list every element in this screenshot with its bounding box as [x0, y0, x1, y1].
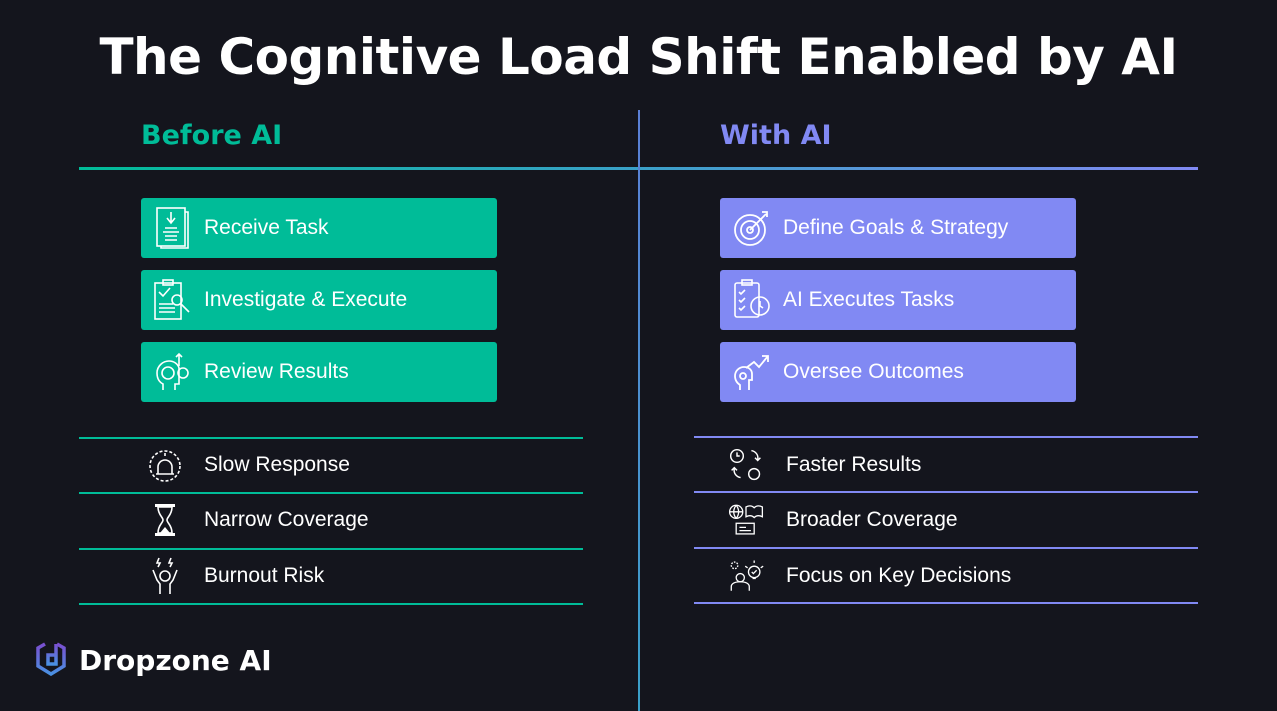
with-outcome-broader: Broader Coverage: [694, 492, 1198, 547]
with-step-ai-executes: AI Executes Tasks: [720, 270, 1076, 330]
dropzone-logo: Dropzone AI: [35, 640, 272, 681]
divider: [79, 492, 583, 494]
divider: [694, 491, 1198, 493]
step-label: Oversee Outcomes: [783, 360, 964, 383]
outcome-label: Burnout Risk: [204, 563, 325, 587]
before-heading: Before AI: [141, 120, 283, 151]
step-label: Define Goals & Strategy: [783, 216, 1009, 239]
divider: [79, 437, 583, 439]
checklist-clock-icon: [732, 278, 772, 322]
brain-gear-icon: [153, 350, 193, 394]
outcome-label: Narrow Coverage: [204, 507, 369, 531]
step-label: Receive Task: [204, 216, 329, 239]
clock-cycle-icon: [728, 445, 764, 485]
growth-mind-icon: [732, 350, 772, 394]
document-download-icon: [153, 206, 193, 250]
divider: [694, 547, 1198, 549]
outcome-label: Focus on Key Decisions: [786, 563, 1012, 587]
divider: [79, 548, 583, 550]
with-heading: With AI: [720, 120, 832, 151]
with-outcome-focus: Focus on Key Decisions: [694, 548, 1198, 603]
hourglass-icon: [147, 500, 183, 540]
divider: [79, 603, 583, 605]
stressed-person-icon: [147, 556, 183, 596]
step-label: Review Results: [204, 360, 349, 383]
column-divider: [638, 110, 640, 711]
before-outcome-narrow-coverage: Narrow Coverage: [79, 492, 583, 547]
outcome-label: Broader Coverage: [786, 507, 958, 531]
alarm-icon: [147, 445, 183, 485]
before-step-investigate: Investigate & Execute: [141, 270, 497, 330]
outcome-label: Slow Response: [204, 452, 350, 476]
logo-text: Dropzone AI: [79, 644, 272, 677]
divider: [694, 602, 1198, 604]
page-title: The Cognitive Load Shift Enabled by AI: [99, 28, 1178, 86]
divider: [694, 436, 1198, 438]
before-outcome-burnout: Burnout Risk: [79, 548, 583, 603]
step-label: AI Executes Tasks: [783, 288, 955, 311]
clipboard-search-icon: [153, 278, 193, 322]
step-label: Investigate & Execute: [204, 288, 408, 311]
target-icon: [732, 206, 772, 250]
before-outcome-slow-response: Slow Response: [79, 437, 583, 492]
outcome-label: Faster Results: [786, 452, 922, 476]
before-step-review: Review Results: [141, 342, 497, 402]
person-idea-icon: [728, 556, 764, 596]
dropzone-logo-icon: [35, 640, 67, 681]
with-step-oversee: Oversee Outcomes: [720, 342, 1076, 402]
before-step-receive-task: Receive Task: [141, 198, 497, 258]
with-outcome-faster: Faster Results: [694, 437, 1198, 492]
with-step-define-goals: Define Goals & Strategy: [720, 198, 1076, 258]
globe-book-icon: [728, 500, 764, 540]
